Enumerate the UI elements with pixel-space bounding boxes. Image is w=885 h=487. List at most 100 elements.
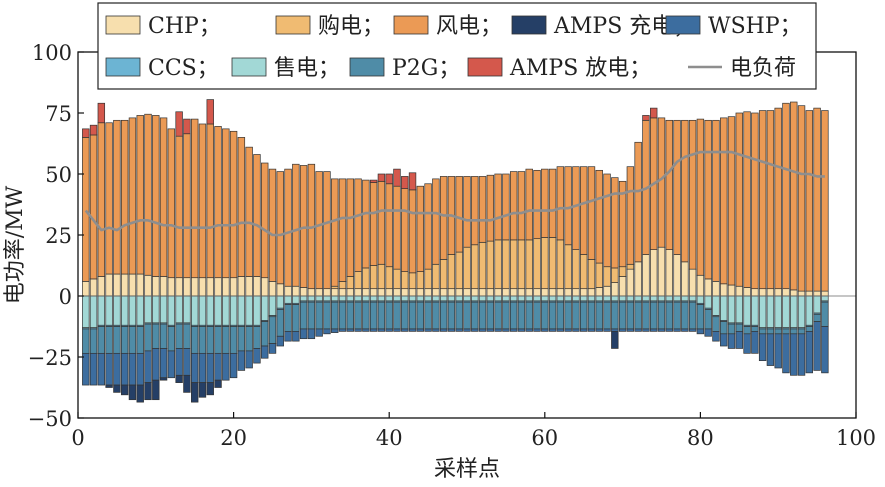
bar-p2g: [323, 301, 331, 330]
bar-chp: [113, 273, 121, 297]
bar-sell: [89, 295, 98, 329]
y-tick-label: 25: [45, 224, 72, 248]
bar-chp: [813, 290, 821, 297]
bar-p2g: [790, 328, 798, 335]
bar-amps-discharge: [206, 99, 214, 125]
bar-buy: [525, 239, 533, 290]
bar-chp: [439, 288, 448, 297]
bar-buy: [377, 263, 386, 290]
bar-chp: [657, 246, 666, 297]
bar-wind: [323, 171, 331, 290]
bar-chp: [292, 285, 300, 297]
bar-wind: [548, 168, 557, 238]
bar-chp: [268, 281, 277, 297]
bar-chp: [486, 288, 495, 297]
legend-swatch-ccs: [105, 57, 141, 77]
bar-amps-discharge: [401, 176, 409, 189]
bar-buy: [463, 246, 471, 290]
bar-amps-discharge: [97, 102, 106, 124]
bar-chp: [611, 282, 619, 297]
bar-wind: [720, 117, 728, 285]
bar-amps-charge: [128, 384, 137, 401]
bar-chp: [758, 288, 767, 297]
bar-chp: [105, 273, 113, 297]
bar-sell: [572, 295, 580, 302]
bar-chp: [237, 276, 246, 297]
bar-wind: [222, 128, 230, 279]
bar-wind: [541, 168, 549, 238]
bar-chp: [471, 288, 479, 297]
legend-swatch-wshp: [665, 15, 701, 35]
bar-amps-charge: [214, 379, 222, 388]
bar-p2g: [478, 301, 487, 330]
bar-wind: [774, 107, 782, 290]
bar-buy: [385, 266, 393, 290]
bar-p2g: [572, 301, 580, 330]
bar-wshp: [642, 328, 650, 332]
bar-wind: [385, 183, 393, 268]
bar-chp: [603, 285, 611, 297]
bar-wshp: [128, 352, 137, 386]
bar-sell: [603, 295, 611, 302]
bar-p2g: [245, 326, 253, 352]
load-layer: [84, 150, 825, 237]
bar-wind: [408, 189, 417, 274]
bar-amps-charge: [152, 379, 160, 401]
bar-p2g: [362, 301, 370, 330]
bar-chp: [618, 276, 627, 297]
legend-label-wshp: WSHP；: [708, 14, 802, 39]
bar-sell: [354, 295, 362, 302]
bar-wshp: [681, 328, 689, 332]
bar-wshp: [712, 331, 720, 342]
bar-chp: [346, 288, 354, 297]
bar-sell: [214, 295, 222, 326]
bar-sell: [579, 295, 588, 302]
bar-wshp: [362, 328, 370, 332]
bar-p2g: [766, 328, 775, 335]
bar-wind: [572, 166, 580, 250]
legend-label-p2g: P2G；: [392, 56, 460, 81]
bar-wind: [393, 185, 401, 270]
x-tick-label: 80: [687, 426, 714, 450]
bar-chp: [704, 278, 712, 297]
bar-sell: [206, 295, 214, 326]
legend-swatch-p2g: [349, 57, 385, 77]
bar-sell: [704, 295, 712, 309]
legend: CHP； 购电； 风电； AMPS 充电； WSHP；CCS； 售电； P2G； AMPS 放…: [97, 2, 817, 90]
bar-p2g: [657, 301, 666, 330]
y-tick-label: 100: [32, 41, 72, 65]
bar-wind: [743, 111, 751, 288]
bar-wind: [463, 176, 471, 248]
bar-p2g: [105, 326, 113, 354]
bar-amps-charge: [191, 382, 199, 403]
bar-p2g: [579, 301, 588, 330]
bar-wind: [136, 115, 144, 275]
bar-p2g: [797, 328, 806, 335]
y-tick-label: −50: [28, 407, 72, 431]
legend-label-amps-discharge: AMPS 放电；: [509, 56, 651, 81]
y-tick-label: −25: [28, 346, 72, 370]
bar-sell: [743, 295, 751, 326]
bar-chp: [720, 283, 728, 297]
bar-sell: [494, 295, 502, 302]
bar-wind: [315, 171, 323, 290]
bar-wind: [152, 115, 160, 277]
bar-buy: [471, 244, 479, 290]
bar-p2g: [167, 326, 176, 352]
bar-wshp: [696, 328, 705, 335]
y-tick-label: 75: [45, 102, 72, 126]
bar-wshp: [766, 333, 775, 366]
bar-wind: [688, 119, 697, 270]
bar-buy: [611, 267, 619, 283]
legend-label-buy: 购电；: [318, 14, 384, 39]
bar-p2g: [416, 301, 425, 330]
bar-wind: [253, 154, 261, 277]
bar-wind: [338, 178, 347, 282]
bar-sell: [432, 295, 440, 302]
bar-sell: [673, 295, 681, 302]
bar-wind: [284, 168, 292, 287]
bar-wind: [821, 110, 829, 292]
bar-buy: [548, 237, 557, 290]
